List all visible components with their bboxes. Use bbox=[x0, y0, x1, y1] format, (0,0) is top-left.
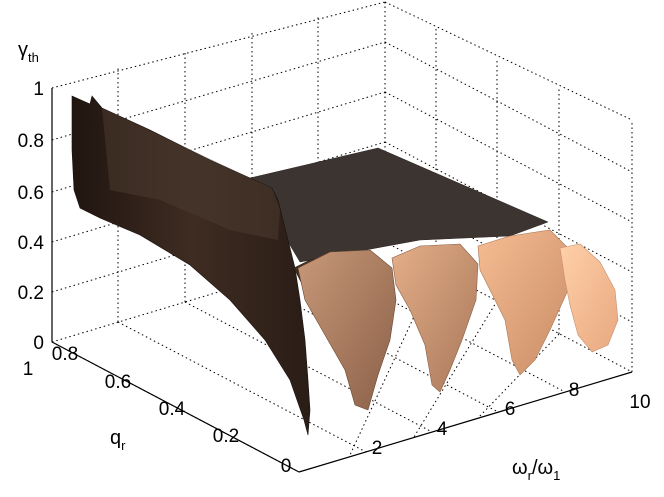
resonance-lobe-4 bbox=[477, 229, 573, 376]
z-axis-label: γth bbox=[18, 39, 39, 65]
z-tick-label: 0.6 bbox=[18, 183, 44, 204]
resonance-lobe-3 bbox=[391, 243, 479, 393]
z-tick-label: 0.2 bbox=[18, 283, 44, 304]
x-tick-label: 10 bbox=[629, 392, 650, 413]
y-tick-label: 0.4 bbox=[159, 399, 186, 420]
y-tick-label: 0.6 bbox=[105, 372, 131, 393]
y-tick-label: 0.2 bbox=[213, 426, 239, 447]
y-axis-ticks: 0 0.2 0.4 0.6 0.8 1 bbox=[23, 344, 292, 477]
y-tick-label: 0.8 bbox=[52, 344, 78, 365]
x-tick-label: 2 bbox=[372, 438, 383, 459]
z-tick-label: 0.4 bbox=[18, 233, 45, 254]
x-axis-label: ωr/ω1 bbox=[512, 457, 560, 483]
x-tick-label: 6 bbox=[505, 399, 516, 420]
z-tick-label: 1 bbox=[33, 79, 44, 100]
x-tick-label: 8 bbox=[569, 380, 580, 401]
surface-wall-shading bbox=[102, 108, 280, 240]
y-tick-label: 1 bbox=[23, 359, 34, 380]
z-axis-ticks: 0 0.2 0.4 0.6 0.8 1 bbox=[18, 79, 45, 354]
z-tick-label: 0.8 bbox=[18, 131, 44, 152]
y-tick-label: 0 bbox=[281, 456, 292, 477]
x-axis-ticks: 2 4 6 8 10 bbox=[372, 380, 651, 459]
resonance-lobe-5 bbox=[559, 243, 619, 353]
axis-lines bbox=[51, 88, 633, 473]
y-axis-label: qr bbox=[110, 427, 126, 453]
z-tick-label: 0 bbox=[33, 333, 44, 354]
x-tick-label: 4 bbox=[437, 419, 448, 440]
resonance-lobe-2 bbox=[297, 249, 397, 411]
